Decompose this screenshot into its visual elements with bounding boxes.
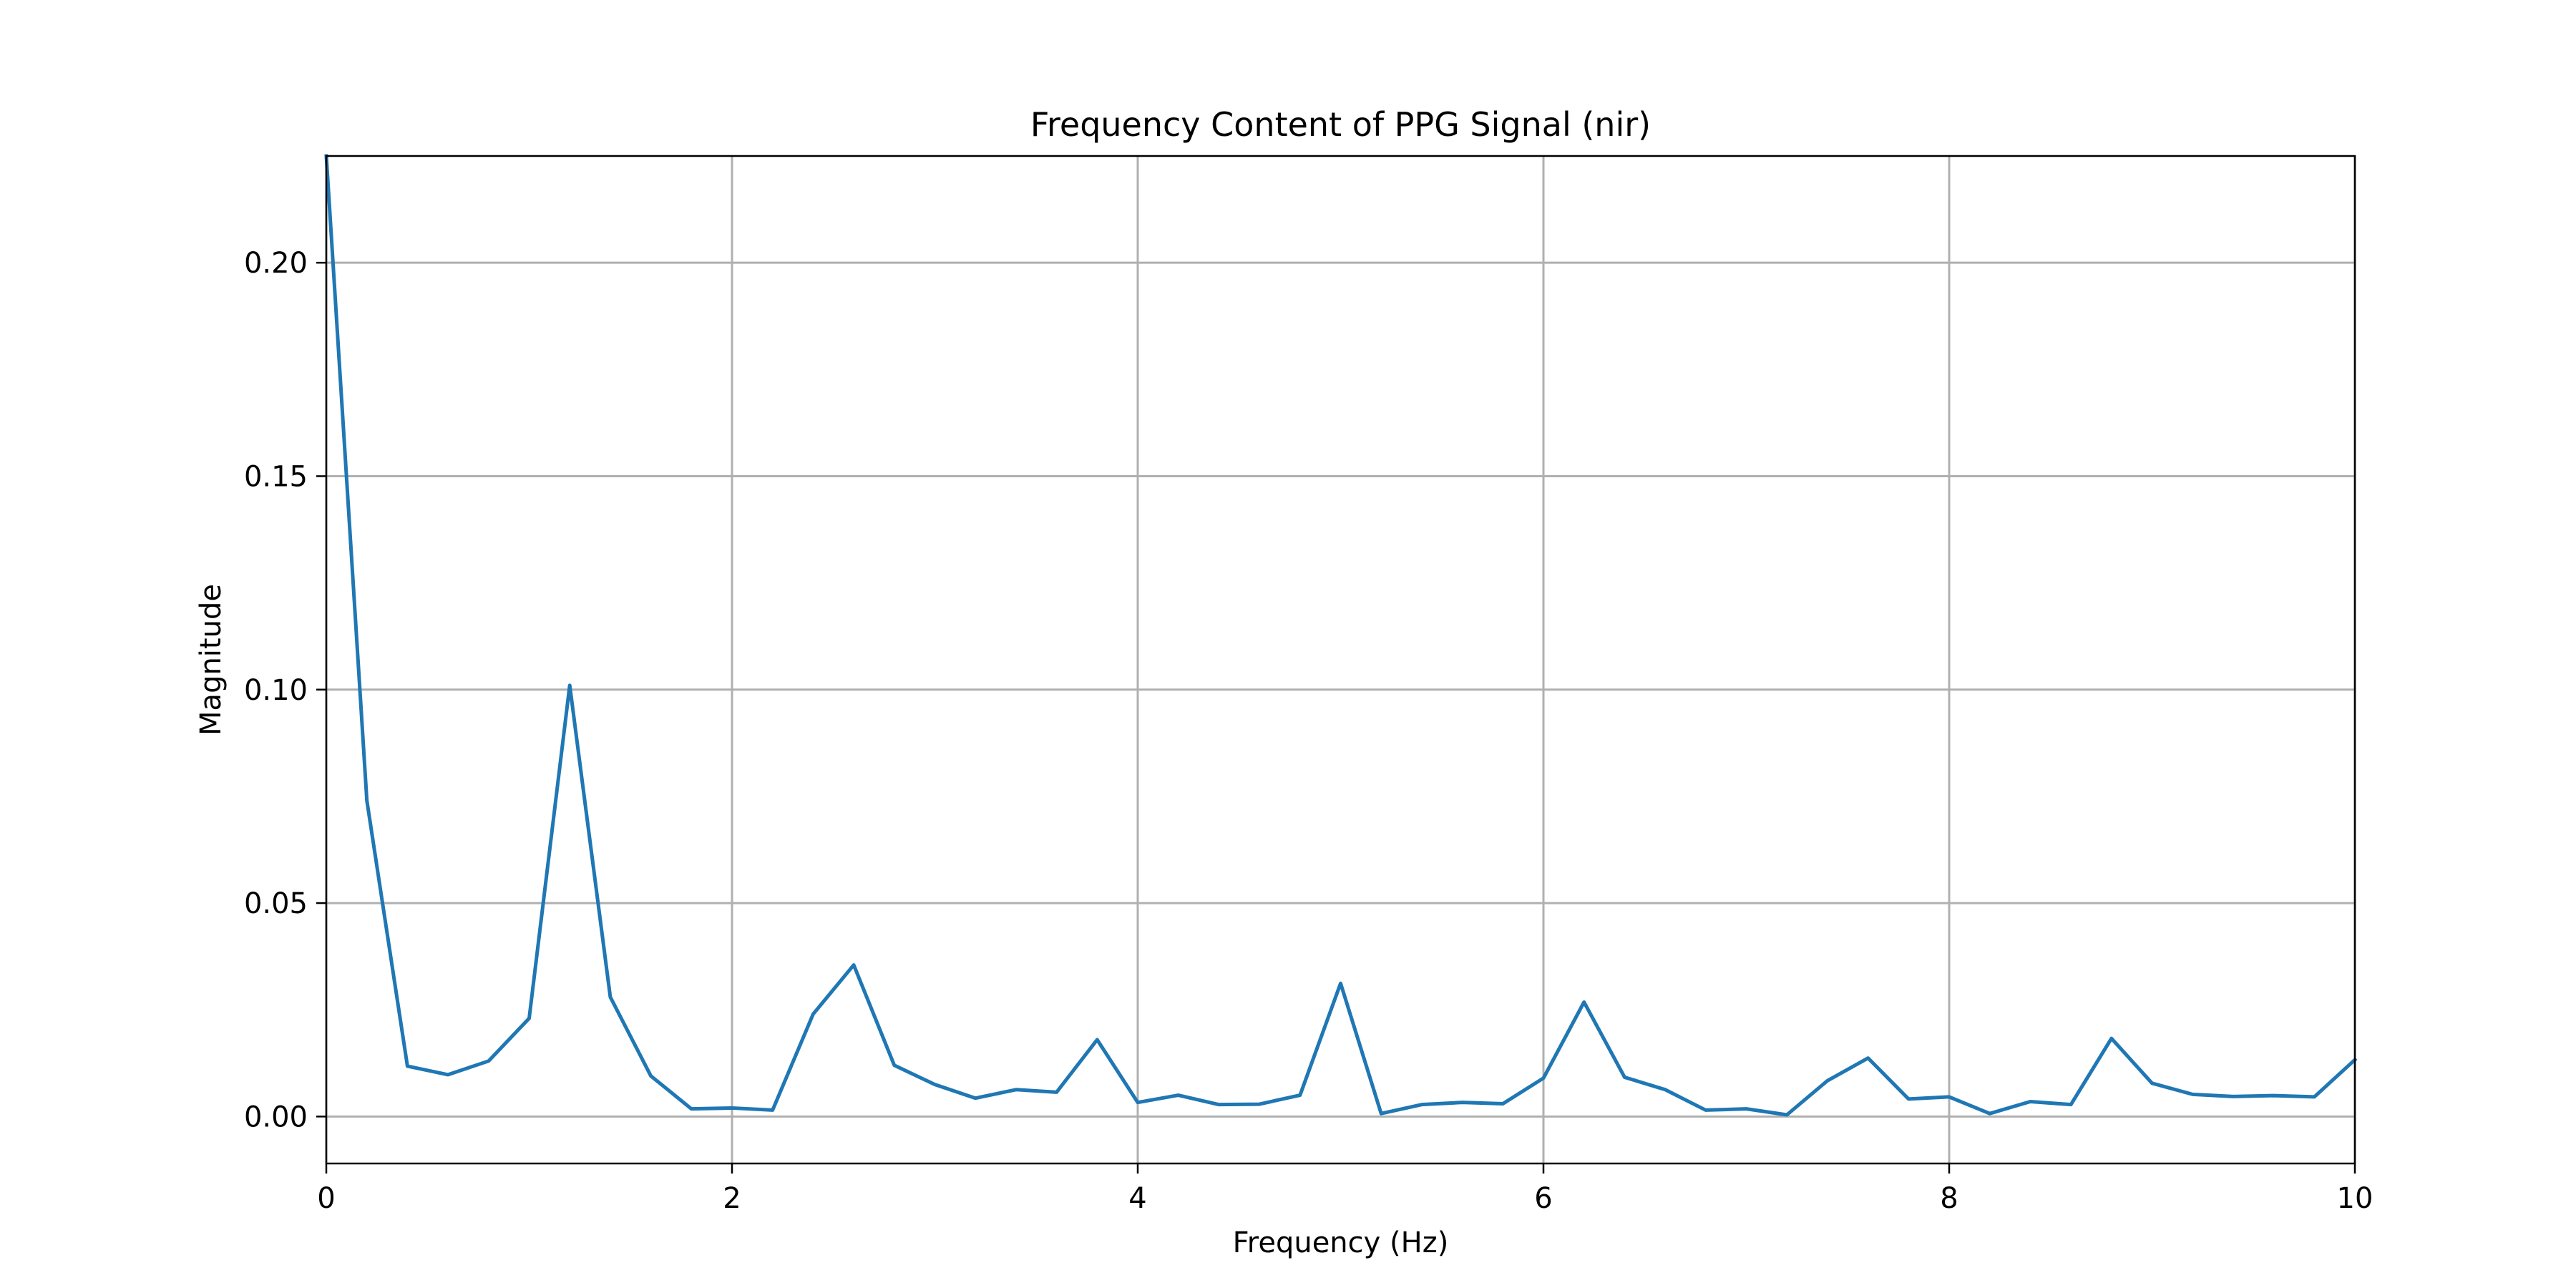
x-tick-label: 10: [2337, 1182, 2373, 1215]
tick-marks: [316, 261, 2356, 1174]
series-layer: [324, 154, 2358, 1117]
y-tick-label: 0.00: [244, 1101, 308, 1133]
x-tick-label: 8: [1940, 1182, 1958, 1215]
chart-title: Frequency Content of PPG Signal (nir): [1030, 105, 1651, 144]
series-line: [324, 154, 2358, 1117]
y-tick-label: 0.15: [244, 460, 308, 493]
y-tick-labels: 0.00 0.05 0.10 0.15 0.20: [244, 247, 308, 1133]
y-tick-label: 0.10: [244, 674, 308, 707]
y-tick-label: 0.05: [244, 887, 308, 920]
plot-frame: [325, 155, 2356, 1165]
grid: [325, 156, 2356, 1163]
x-tick-label: 6: [1534, 1182, 1552, 1215]
x-tick-label: 2: [723, 1182, 741, 1215]
x-tick-label: 4: [1128, 1182, 1146, 1215]
y-axis-label: Magnitude: [195, 584, 228, 736]
x-tick-labels: 0 2 4 6 8 10: [317, 1182, 2373, 1215]
y-tick-label: 0.20: [244, 247, 308, 280]
x-tick-label: 0: [317, 1182, 335, 1215]
x-axis-label: Frequency (Hz): [1233, 1226, 1449, 1259]
